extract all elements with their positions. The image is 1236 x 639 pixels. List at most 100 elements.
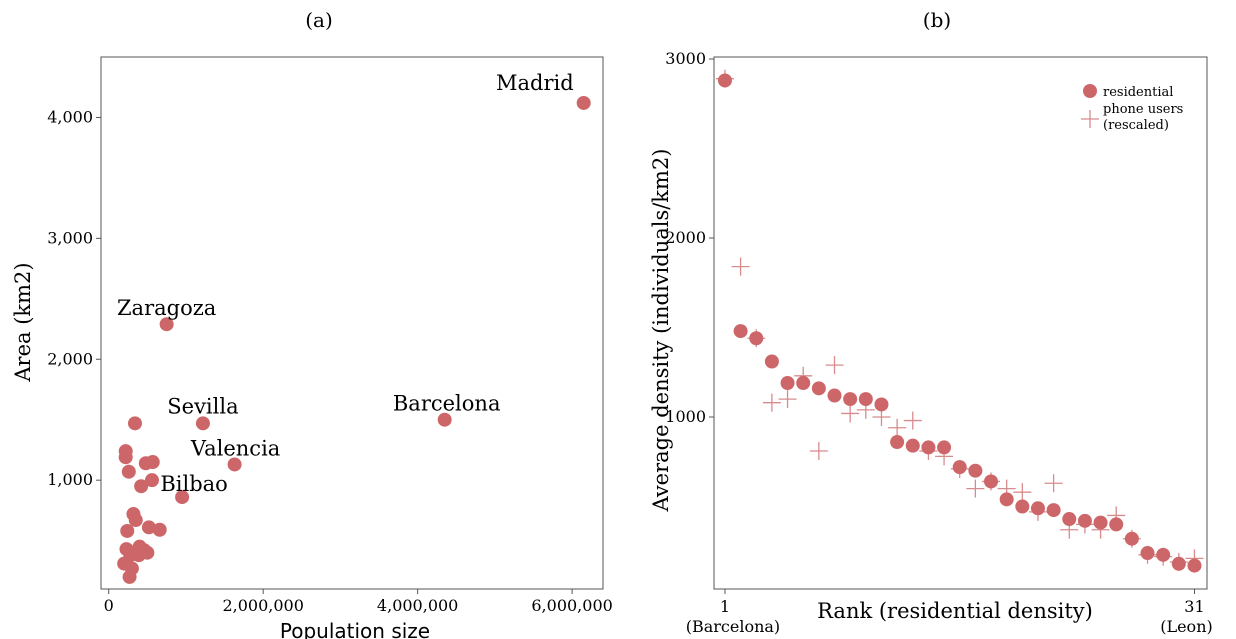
panel-a-data-point xyxy=(121,464,136,479)
panel-a-data-point xyxy=(195,416,210,431)
panel-a-data-point xyxy=(437,412,452,427)
panel-b-phone-users-point xyxy=(731,257,750,276)
panel-a-data-point xyxy=(144,473,159,488)
panel-a-data-point xyxy=(118,450,133,465)
panel-a-city-label: Barcelona xyxy=(393,392,501,416)
panel-b-x-tick-sublabel: (Barcelona) xyxy=(686,617,780,636)
panel-b-phone-users-point xyxy=(903,411,922,430)
panel-b-residential-point xyxy=(1030,501,1045,516)
panel-b-residential-point xyxy=(827,388,842,403)
panel-a-points xyxy=(117,95,591,584)
panel-b-points xyxy=(715,69,1204,573)
panel-b-residential-point xyxy=(1015,499,1030,514)
panel-a-x-tick-label: 0 xyxy=(104,596,114,615)
panel-b-residential-point xyxy=(1124,531,1139,546)
panel-a-data-point xyxy=(120,523,135,538)
panel-b-residential-point xyxy=(984,474,999,489)
panel-b-residential-point xyxy=(1077,513,1092,528)
panel-a-city-label: Sevilla xyxy=(167,394,238,418)
panel-a-data-point xyxy=(128,513,143,528)
panel-a-data-point xyxy=(152,522,167,537)
panel-b-x-tick-label: 1 xyxy=(720,597,730,616)
panel-a-y-tick-label: 1,000 xyxy=(47,470,93,489)
panel-b-residential-point xyxy=(1140,546,1155,561)
panel-a-data-point xyxy=(159,317,174,332)
panel-b-y-tick-label: 1000 xyxy=(665,407,706,426)
panel-b-phone-users-point xyxy=(762,393,781,412)
panel-b: (b) 1(Barcelona) 31(Leon) 1000 2000 3000 res… xyxy=(649,8,1213,636)
legend-circle-marker xyxy=(1083,84,1097,98)
panel-a-data-point xyxy=(175,490,190,505)
panel-a-data-point xyxy=(134,479,149,494)
panel-a-x-tick-label: 4,000,000 xyxy=(377,596,458,615)
panel-a-y-tick-label: 3,000 xyxy=(47,228,93,247)
panel-b-phone-users-point xyxy=(966,479,985,498)
panel-a-data-point xyxy=(127,416,142,431)
panel-b-residential-point xyxy=(890,435,905,450)
panel-b-x-tick-label: 31 xyxy=(1184,597,1204,616)
panel-b-phone-users-point xyxy=(1044,474,1063,493)
panel-b-y-axis-title: Average density (individuals/km2) xyxy=(649,149,673,513)
panel-a-data-point xyxy=(141,520,156,535)
panel-b-x-tick-sublabel: (Leon) xyxy=(1160,617,1213,636)
panel-a-city-label: Madrid xyxy=(496,71,574,95)
panel-b-residential-point xyxy=(1156,547,1171,562)
panel-b-residential-point xyxy=(764,354,779,369)
panel-a-data-point xyxy=(576,95,591,110)
panel-b-residential-point xyxy=(1171,556,1186,571)
panel-a: (a) 0 2,000,000 4,000,000 6,000,000 1,000 2,0… xyxy=(11,8,613,639)
panel-b-residential-point xyxy=(780,375,795,390)
panel-b-residential-point xyxy=(937,440,952,455)
panel-b-phone-users-point xyxy=(778,390,797,409)
panel-b-residential-point xyxy=(843,392,858,407)
panel-a-y-tick-label: 2,000 xyxy=(47,349,93,368)
panel-b-residential-point xyxy=(874,397,889,412)
panel-b-x-axis-title: Rank (residential density) xyxy=(817,599,1093,623)
panel-a-ticks: 0 2,000,000 4,000,000 6,000,000 1,000 2,000 3,… xyxy=(47,107,613,615)
panel-b-residential-point xyxy=(796,375,811,390)
panel-a-plot-frame xyxy=(100,56,604,590)
panel-a-city-labels: Madrid Barcelona Zaragoza Sevilla Valencia Bi… xyxy=(117,71,574,496)
panel-b-residential-point xyxy=(921,440,936,455)
legend-phone-users-label: phone users xyxy=(1103,102,1183,117)
panel-a-city-label: Bilbao xyxy=(160,472,227,496)
panel-a-data-point xyxy=(145,455,160,470)
panel-a-x-axis-title: Population size xyxy=(280,619,430,639)
panel-b-legend: residential phone users (rescaled) xyxy=(1081,84,1183,133)
panel-b-residential-point xyxy=(1187,558,1202,573)
panel-b-residential-point xyxy=(858,392,873,407)
panel-b-residential-point xyxy=(1062,512,1077,527)
panel-a-data-point xyxy=(122,569,137,584)
panel-a-x-tick-label: 2,000,000 xyxy=(222,596,303,615)
legend-plus-marker xyxy=(1081,110,1099,128)
panel-b-residential-point xyxy=(968,463,983,478)
panel-b-residential-point xyxy=(733,324,748,339)
panel-a-data-point xyxy=(227,457,242,472)
panel-b-residential-point xyxy=(811,381,826,396)
panel-a-city-label: Zaragoza xyxy=(117,296,216,320)
panel-b-ticks: 1(Barcelona) 31(Leon) 1000 2000 3000 xyxy=(665,49,1212,636)
panel-b-phone-users-point xyxy=(1013,483,1032,502)
legend-rescaled-label: (rescaled) xyxy=(1103,118,1169,133)
panel-b-residential-point xyxy=(1046,503,1061,518)
panel-a-city-label: Valencia xyxy=(190,436,280,460)
panel-b-residential-point xyxy=(749,331,764,346)
panel-b-residential-point xyxy=(1109,517,1124,532)
panel-b-phone-users-point xyxy=(841,404,860,423)
panel-b-phone-users-point xyxy=(825,356,844,375)
panel-a-y-tick-label: 4,000 xyxy=(47,107,93,126)
panel-a-x-tick-label: 6,000,000 xyxy=(531,596,612,615)
panel-b-phone-users-point xyxy=(888,418,907,437)
panel-b-y-tick-label: 2000 xyxy=(665,228,706,247)
panel-b-residential-point xyxy=(1093,515,1108,530)
panel-b-phone-users-point xyxy=(809,442,828,461)
panel-a-y-axis-title: Area (km2) xyxy=(11,262,35,382)
panel-b-residential-point xyxy=(952,460,967,475)
panel-b-y-tick-label: 3000 xyxy=(665,49,706,68)
panel-a-data-point xyxy=(140,545,155,560)
panel-b-residential-point xyxy=(905,438,920,453)
legend-residential-label: residential xyxy=(1103,85,1173,100)
panel-b-plot-frame xyxy=(713,56,1208,590)
panel-b-residential-point xyxy=(717,73,732,88)
